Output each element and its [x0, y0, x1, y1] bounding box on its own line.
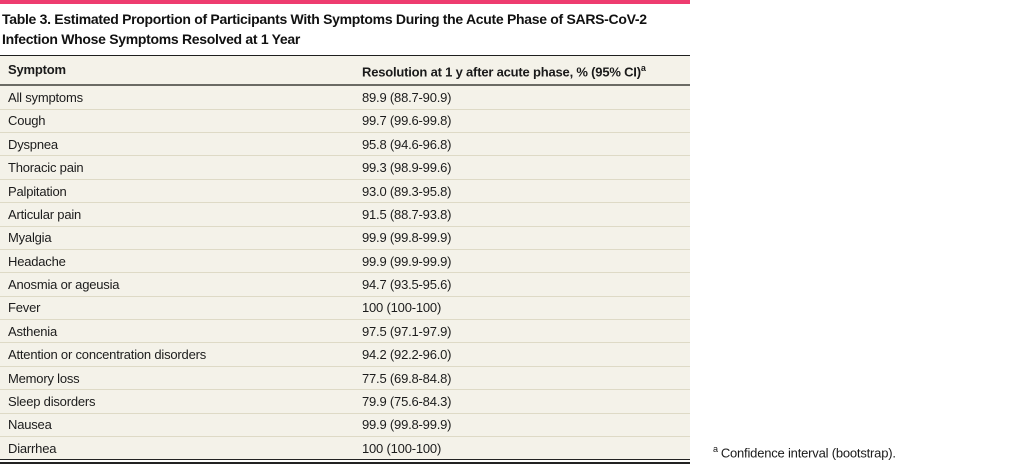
- symptom-cell: Headache: [0, 249, 354, 274]
- table-row: Anosmia or ageusia 94.7 (93.5-95.6): [0, 272, 690, 297]
- symptom-cell: Dyspnea: [0, 132, 354, 157]
- value-cell: 91.5 (88.7-93.8): [354, 202, 690, 227]
- table-row: Fever 100 (100-100): [0, 296, 690, 321]
- value-cell: 77.5 (69.8-84.8): [354, 366, 690, 391]
- value-cell: 93.0 (89.3-95.8): [354, 179, 690, 204]
- table-row: Asthenia 97.5 (97.1-97.9): [0, 319, 690, 344]
- value-cell: 99.9 (99.8-99.9): [354, 413, 690, 437]
- symptom-cell: Diarrhea: [0, 436, 354, 460]
- table-container: Table 3. Estimated Proportion of Partici…: [0, 0, 690, 464]
- table-header-row: Symptom Resolution at 1 y after acute ph…: [0, 55, 690, 87]
- table-row: Sleep disorders 79.9 (75.6-84.3): [0, 389, 690, 414]
- symptom-cell: Anosmia or ageusia: [0, 272, 354, 297]
- value-cell: 97.5 (97.1-97.9): [354, 319, 690, 344]
- symptom-cell: Thoracic pain: [0, 155, 354, 180]
- symptom-cell: Articular pain: [0, 202, 354, 227]
- table-row: Headache 99.9 (99.9-99.9): [0, 249, 690, 274]
- table-footnote: a Confidence interval (bootstrap).: [713, 444, 896, 460]
- value-cell: 100 (100-100): [354, 436, 690, 460]
- symptom-cell: Cough: [0, 109, 354, 134]
- footnote-marker: a: [713, 444, 718, 454]
- table-row: All symptoms 89.9 (88.7-90.9): [0, 85, 690, 110]
- header-footnote-marker: a: [640, 63, 646, 73]
- value-cell: 99.9 (99.9-99.9): [354, 249, 690, 274]
- value-cell: 99.7 (99.6-99.8): [354, 109, 690, 134]
- table-row: Cough 99.7 (99.6-99.8): [0, 109, 690, 134]
- value-cell: 94.2 (92.2-96.0): [354, 342, 690, 367]
- table-row: Diarrhea 100 (100-100): [0, 436, 690, 460]
- footnote-text: Confidence interval (bootstrap).: [720, 445, 896, 461]
- value-cell: 99.3 (98.9-99.6): [354, 155, 690, 180]
- table-row: Myalgia 99.9 (99.8-99.9): [0, 226, 690, 250]
- table-row: Palpitation 93.0 (89.3-95.8): [0, 179, 690, 204]
- table-bottom-rule: [0, 459, 690, 464]
- value-cell: 100 (100-100): [354, 296, 690, 321]
- table-row: Articular pain 91.5 (88.7-93.8): [0, 202, 690, 227]
- table-row: Dyspnea 95.8 (94.6-96.8): [0, 132, 690, 157]
- symptom-cell: All symptoms: [0, 85, 354, 110]
- column-header-resolution-label: Resolution at 1 y after acute phase, % (…: [362, 64, 641, 80]
- symptom-cell: Sleep disorders: [0, 389, 354, 414]
- symptom-cell: Fever: [0, 296, 354, 321]
- value-cell: 89.9 (88.7-90.9): [354, 85, 690, 110]
- table-row: Memory loss 77.5 (69.8-84.8): [0, 366, 690, 391]
- column-header-resolution: Resolution at 1 y after acute phase, % (…: [354, 55, 690, 87]
- accent-top-rule: [0, 0, 690, 4]
- symptom-cell: Asthenia: [0, 319, 354, 344]
- table-row: Nausea 99.9 (99.8-99.9): [0, 413, 690, 437]
- value-cell: 94.7 (93.5-95.6): [354, 272, 690, 297]
- value-cell: 99.9 (99.8-99.9): [354, 226, 690, 250]
- symptom-cell: Palpitation: [0, 179, 354, 204]
- table-title: Table 3. Estimated Proportion of Partici…: [2, 11, 647, 47]
- symptom-cell: Nausea: [0, 413, 354, 437]
- value-cell: 79.9 (75.6-84.3): [354, 389, 690, 414]
- symptom-cell: Memory loss: [0, 366, 354, 391]
- table-row: Thoracic pain 99.3 (98.9-99.6): [0, 155, 690, 180]
- table-row: Attention or concentration disorders 94.…: [0, 342, 690, 367]
- symptoms-table: Symptom Resolution at 1 y after acute ph…: [0, 55, 690, 460]
- symptom-cell: Attention or concentration disorders: [0, 342, 354, 367]
- column-header-symptom: Symptom: [0, 55, 354, 87]
- value-cell: 95.8 (94.6-96.8): [354, 132, 690, 157]
- symptom-cell: Myalgia: [0, 226, 354, 250]
